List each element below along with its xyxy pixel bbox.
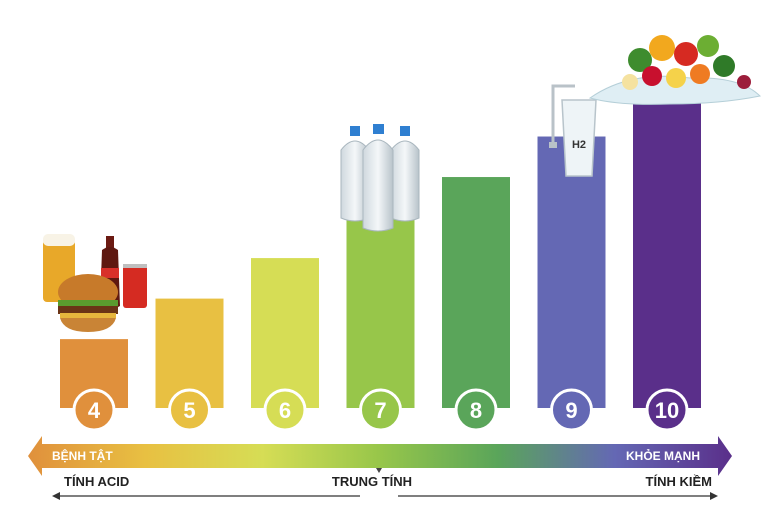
ph-label-4: 4	[88, 398, 101, 423]
ph-badge-8	[454, 388, 498, 432]
alkaline-arrow-head-icon	[710, 492, 718, 500]
scale-right-label: KHỎE MẠNH	[626, 448, 700, 463]
vegetables-splash-icon	[588, 35, 762, 105]
ph-label-6: 6	[279, 398, 291, 423]
burger-soda-beer-icon	[43, 234, 147, 332]
ph-label-8: 8	[470, 398, 482, 423]
ph-label-7: 7	[374, 398, 386, 423]
water-bottles-icon	[340, 124, 420, 232]
bar-ph-9	[537, 136, 606, 409]
ph-badge-5	[168, 388, 211, 432]
acid-arrow-head-icon	[52, 492, 60, 500]
alkaline-label: TÍNH KIỀM	[646, 474, 712, 489]
ph-label-9: 9	[565, 398, 577, 423]
glass-label: H2	[572, 139, 586, 151]
ph-badge-9	[550, 388, 593, 432]
neutral-marker-icon	[376, 468, 382, 473]
bar-ph-8	[442, 177, 510, 408]
ph-badge-6	[263, 388, 307, 432]
neutral-label: TRUNG TÍNH	[332, 474, 412, 489]
ph-label-10: 10	[655, 398, 679, 423]
bars-group	[60, 96, 701, 409]
scale-left-label: BỆNH TẬT	[52, 448, 113, 463]
ph-badge-7	[359, 388, 402, 432]
ph-badge-10	[645, 388, 689, 432]
health-scale-arrow	[28, 436, 732, 476]
bar-labels-group: 4 5 6 7 8 9 10	[72, 388, 689, 432]
ph-label-5: 5	[183, 398, 195, 423]
bar-ph-7	[346, 217, 415, 408]
acid-label: TÍNH ACID	[64, 474, 129, 489]
bar-ph-10	[633, 96, 701, 408]
hydrogen-water-glass-icon: H2	[549, 84, 597, 177]
ph-badge-4	[72, 388, 116, 432]
bar-ph-6	[251, 258, 319, 408]
